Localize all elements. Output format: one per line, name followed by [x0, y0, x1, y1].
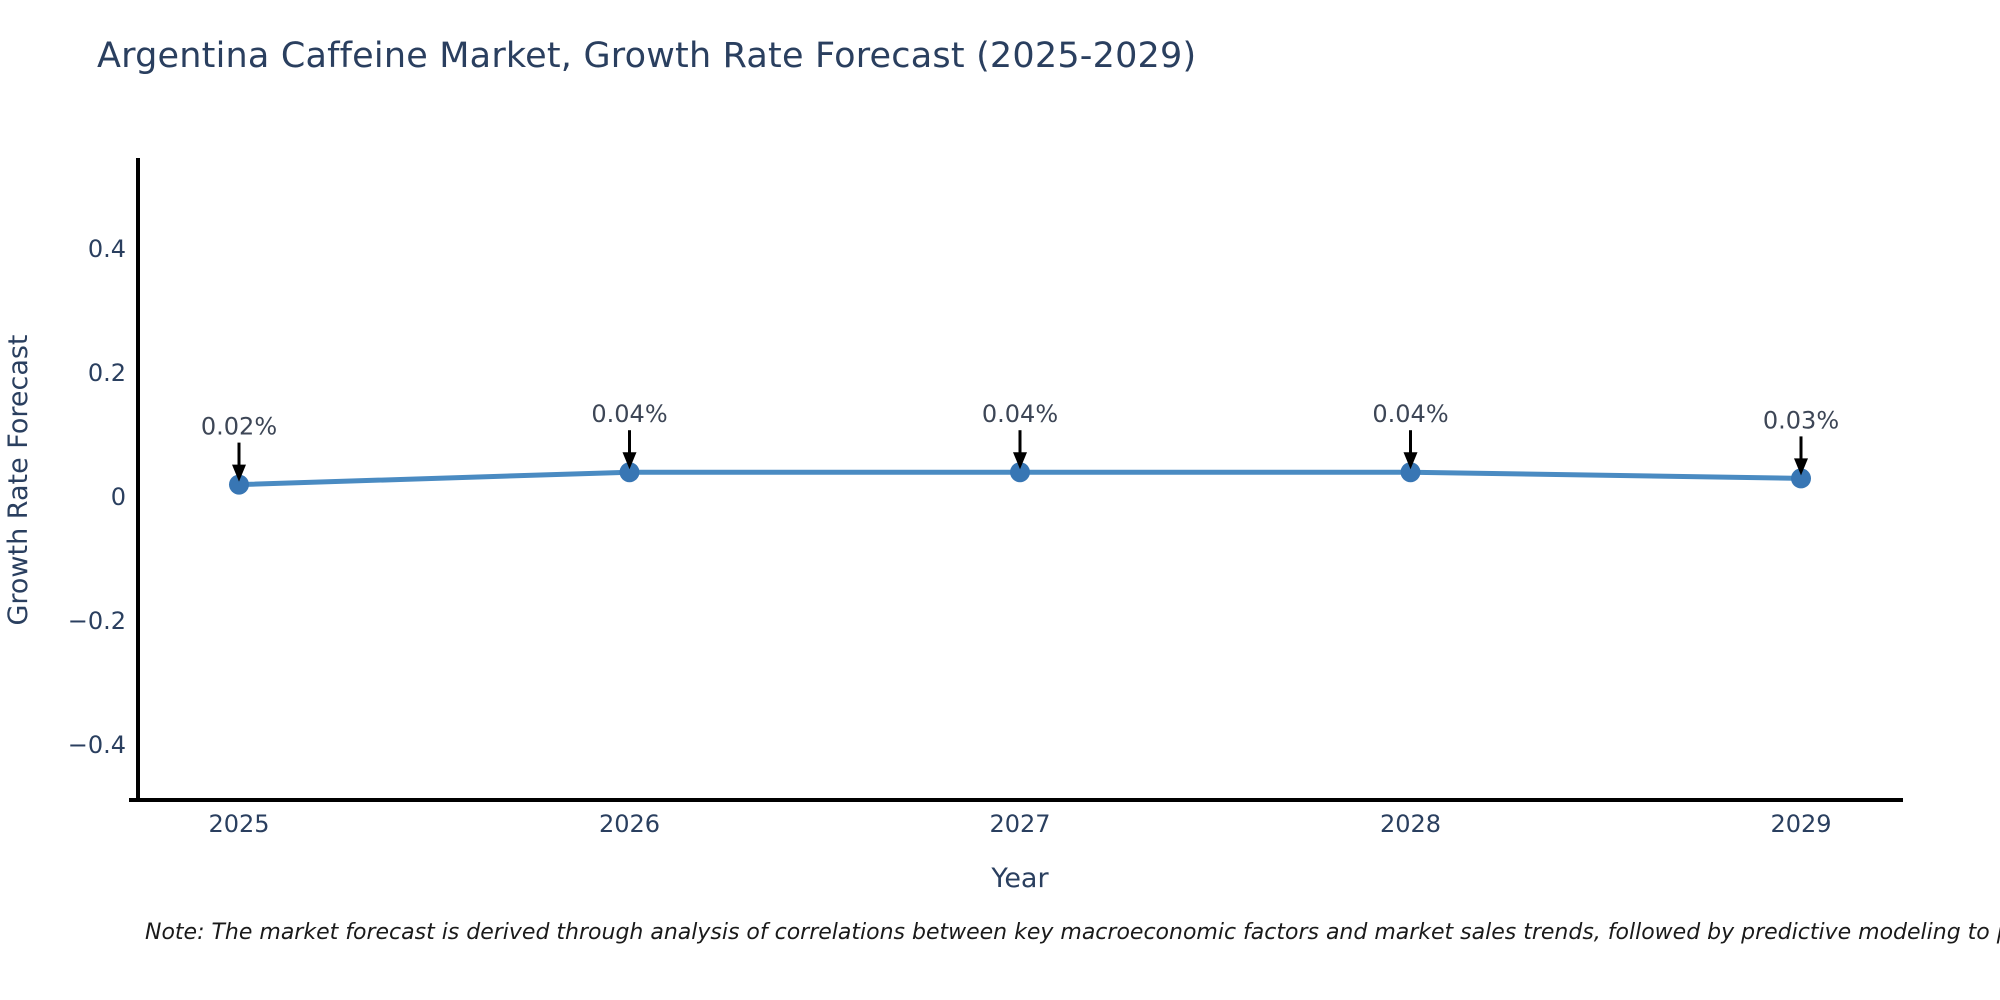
data-point [1010, 462, 1030, 483]
data-point [229, 474, 249, 495]
annotation-arrow-head [232, 464, 246, 482]
y-tick-label: −0.2 [68, 607, 126, 635]
annotation-label: 0.04% [982, 400, 1058, 428]
annotation-label: 0.03% [1763, 406, 1839, 434]
x-tick-label: 2029 [1770, 810, 1831, 838]
y-tick-label: 0 [111, 483, 126, 511]
annotation-label: 0.04% [591, 400, 667, 428]
x-tick-label: 2027 [989, 810, 1050, 838]
footnote: Note: The market forecast is derived thr… [145, 920, 2000, 945]
annotation-arrow-head [622, 452, 637, 470]
x-tick-label: 2025 [208, 810, 269, 838]
plot-area: 0.4 0.2 0 −0.2 −0.4 2025 2026 2027 2028 2029 0.02%… [68, 158, 1903, 838]
annotation-arrow-head [1403, 452, 1418, 470]
annotation-label: 0.04% [1372, 400, 1448, 428]
y-tick-label: 0.4 [88, 235, 126, 263]
data-point [1791, 468, 1811, 489]
y-axis-title: Growth Rate Forecast [3, 334, 34, 625]
data-point [1400, 462, 1421, 483]
x-tick-label: 2026 [599, 810, 660, 838]
chart-title: Argentina Caffeine Market, Growth Rate F… [97, 36, 1197, 76]
x-tick-label: 2028 [1380, 810, 1441, 838]
x-axis-title: Year [990, 863, 1049, 894]
annotation-arrow-head [1794, 458, 1808, 476]
y-tick-label: −0.4 [68, 731, 126, 759]
annotation-label: 0.02% [201, 413, 277, 441]
data-point [619, 462, 640, 483]
annotation-arrow-head [1013, 452, 1027, 470]
y-tick-label: 0.2 [88, 359, 126, 387]
